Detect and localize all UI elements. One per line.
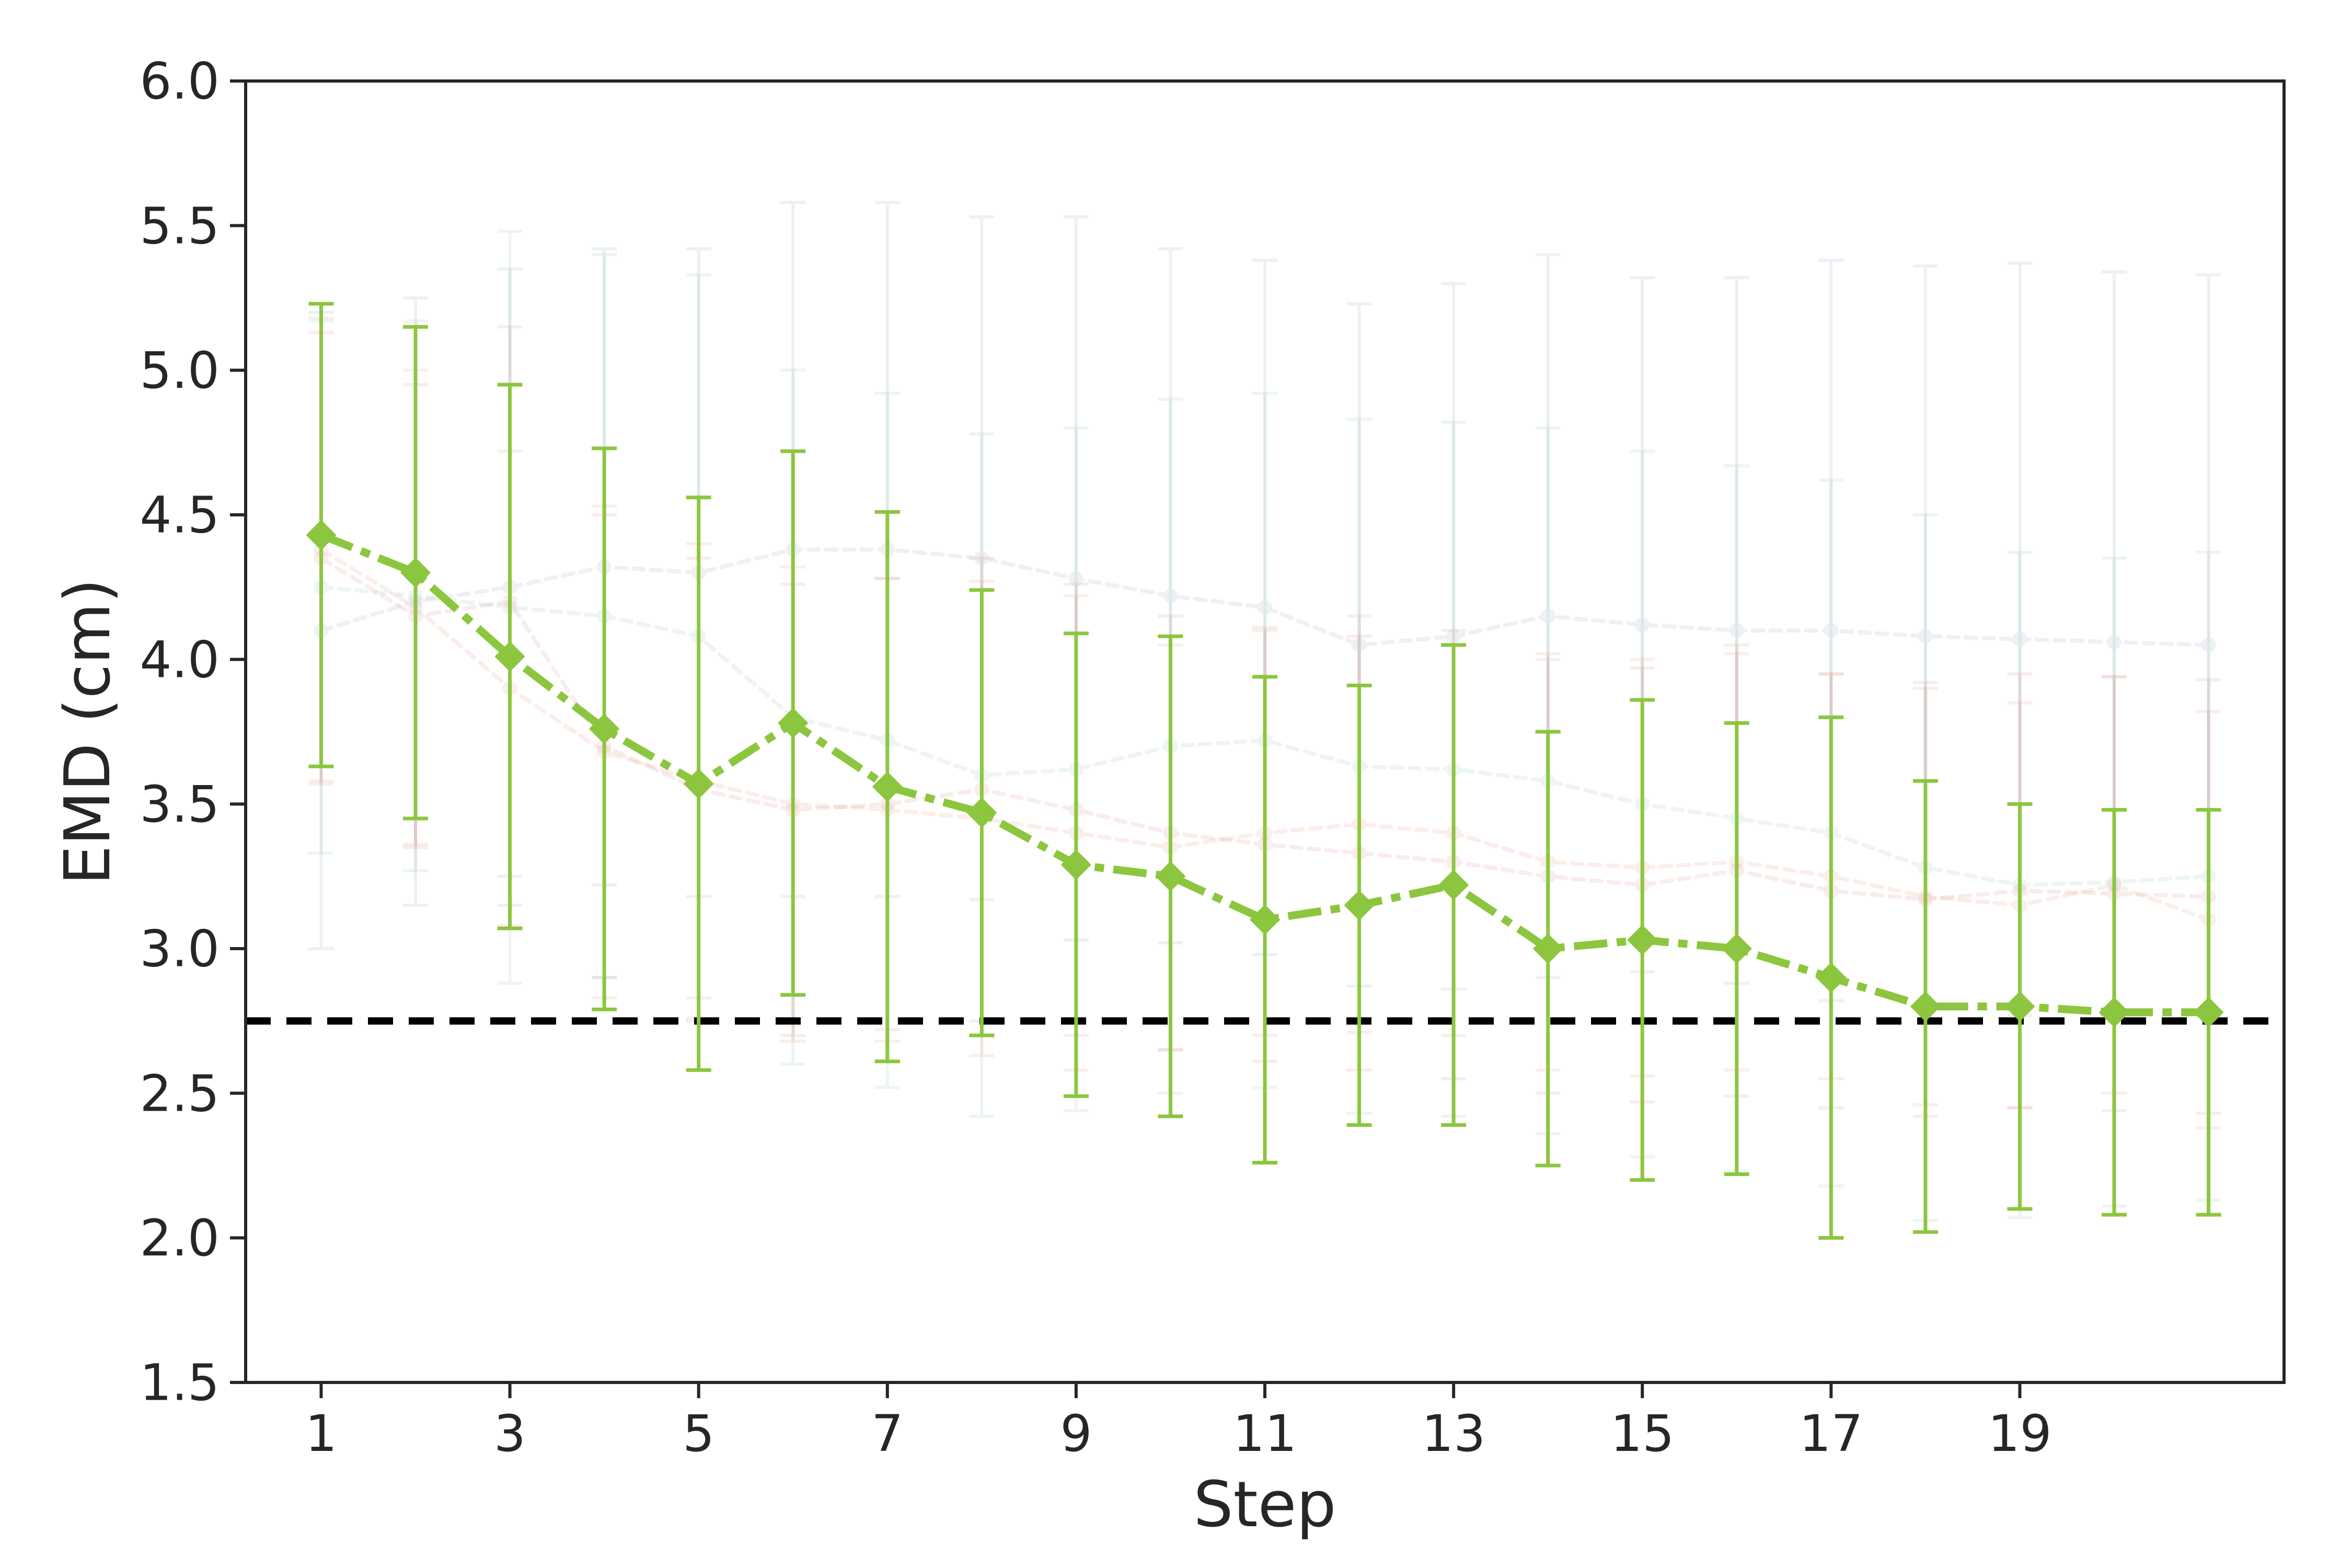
x-tick-label: 15 xyxy=(1610,1404,1674,1463)
chart-bg xyxy=(0,0,2352,1568)
y-tick-label: 6.0 xyxy=(140,52,220,111)
x-axis-title: Step xyxy=(1193,1469,1336,1541)
x-tick-label: 1 xyxy=(305,1404,337,1463)
y-tick-label: 1.5 xyxy=(140,1354,220,1412)
x-tick-label: 13 xyxy=(1422,1404,1485,1463)
y-axis-title: EMD (cm) xyxy=(52,579,124,885)
x-tick-label: 5 xyxy=(683,1404,714,1463)
x-tick-label: 3 xyxy=(494,1404,526,1463)
emd-step-chart: 1357911131517191.52.02.53.03.54.04.55.05… xyxy=(0,0,2352,1568)
y-tick-label: 2.0 xyxy=(140,1209,220,1267)
x-tick-label: 17 xyxy=(1799,1404,1863,1463)
y-tick-label: 4.0 xyxy=(140,630,220,689)
y-tick-label: 4.5 xyxy=(140,486,220,545)
x-tick-label: 9 xyxy=(1060,1404,1092,1463)
y-tick-label: 3.0 xyxy=(140,920,220,978)
x-tick-label: 19 xyxy=(1988,1404,2051,1463)
y-tick-label: 5.0 xyxy=(140,341,220,400)
chart-container: 1357911131517191.52.02.53.03.54.04.55.05… xyxy=(0,0,2352,1568)
x-tick-label: 7 xyxy=(871,1404,903,1463)
y-tick-label: 5.5 xyxy=(140,197,220,255)
x-tick-label: 11 xyxy=(1233,1404,1297,1463)
y-tick-label: 2.5 xyxy=(140,1064,220,1123)
y-tick-label: 3.5 xyxy=(140,775,220,834)
